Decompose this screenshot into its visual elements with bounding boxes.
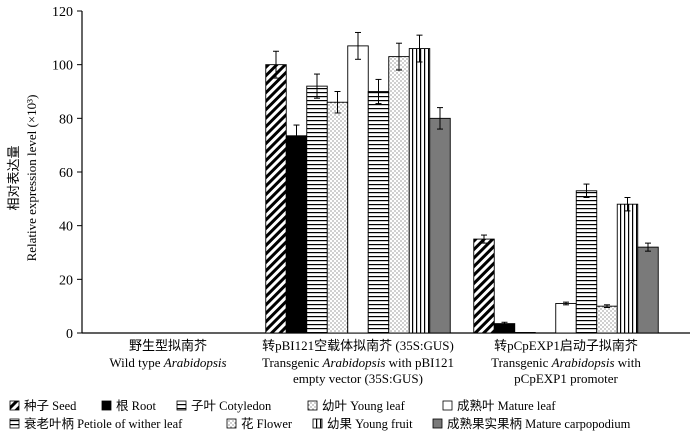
group-label-en: Transgenic Arabidopsis with pBI121 (262, 355, 454, 370)
bar (473, 238, 495, 334)
bar (429, 117, 451, 334)
group-label-cn: 转pBI121空载体拟南芥 (35S:GUS) (262, 338, 454, 353)
legend-entry: 种子 Seed (24, 399, 77, 413)
bar (326, 101, 349, 334)
legend-entry: 花 Flower (241, 416, 293, 431)
y-axis-label-cn: 相对表达量 (6, 145, 21, 210)
bar (616, 203, 639, 334)
legend-swatch (307, 400, 318, 411)
group-label-en: empty vector (35S:GUS) (293, 371, 423, 386)
bar (575, 190, 598, 334)
bar (388, 56, 410, 334)
y-tick-label: 120 (52, 5, 73, 20)
group-label-en: pCpEXP1 promoter (514, 371, 618, 386)
legend-entry: 衰老叶柄 Petiole of wither leaf (24, 416, 183, 431)
y-tick-label: 100 (52, 59, 73, 74)
y-tick-label: 60 (59, 166, 73, 181)
bar (306, 85, 328, 334)
y-axis-label-en: Relative expression level (×10³) (24, 95, 39, 262)
bar (596, 305, 618, 334)
legend-swatch (9, 400, 20, 411)
y-tick-label: 40 (59, 220, 73, 235)
y-tick-label: 0 (66, 327, 73, 342)
group-label-cn: 野生型拟南芥 (129, 338, 207, 353)
legend-entry: 子叶 Cotyledon (191, 399, 272, 413)
bar (265, 64, 287, 334)
bar (555, 303, 577, 334)
bar (514, 332, 536, 334)
bar (285, 135, 308, 334)
bar (637, 246, 659, 334)
legend-entry: 幼叶 Young leaf (322, 399, 406, 413)
y-axis-ticks: 0 20 40 60 80 100 120 (52, 5, 82, 342)
legend-swatch (442, 400, 453, 411)
legend-swatch (312, 418, 323, 429)
bar (367, 91, 390, 334)
error-bars (273, 31, 651, 326)
legend-swatch (9, 418, 20, 429)
y-tick-label: 20 (59, 273, 73, 288)
y-tick-label: 80 (59, 112, 73, 127)
group-label-en: Transgenic Arabidopsis with (491, 355, 641, 370)
legend-swatch (432, 418, 443, 429)
group-label-en: Wild type Arabidopsis (109, 355, 226, 370)
group-label-cn: 转pCpEXP1启动子拟南芥 (494, 338, 638, 353)
bar (408, 48, 431, 334)
bars (265, 45, 659, 334)
legend-entry: 根 Root (116, 399, 156, 413)
legend-entry: 成熟叶 Mature leaf (457, 398, 556, 413)
bar (347, 45, 369, 334)
y-axis-label: 相对表达量 Relative expression level (×10³) (6, 95, 39, 262)
group-labels: 野生型拟南芥 Wild type Arabidopsis 转pBI121空载体拟南芥… (109, 338, 641, 386)
legend-entry: 幼果 Young fruit (327, 417, 413, 431)
legend: 种子 Seed 根 Root 子叶 Cotyledon 幼叶 Young leaf 成熟… (9, 398, 631, 431)
legend-entry: 成熟果实果柄 Mature carpopodium (447, 416, 631, 431)
legend-swatch (101, 400, 112, 411)
legend-swatch (226, 418, 237, 429)
legend-swatch (176, 400, 187, 411)
